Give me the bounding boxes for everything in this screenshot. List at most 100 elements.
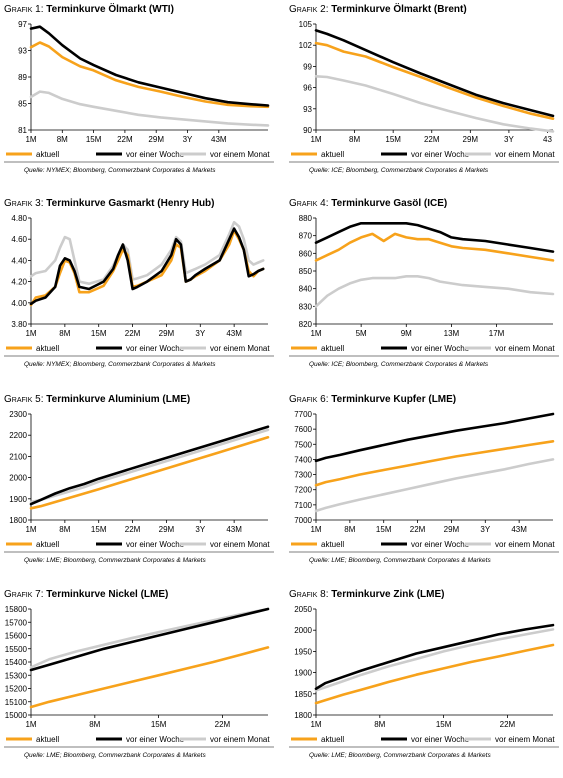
x-tick-label: 43M — [226, 525, 242, 534]
y-tick-label: 7500 — [294, 440, 312, 449]
legend-label-week: vor einer Woche — [126, 344, 185, 353]
y-tick-label: 7700 — [294, 410, 312, 419]
legend-label-month: vor einem Monat — [210, 735, 270, 744]
chart-title: Grafik 5: Terminkurve Aluminium (LME) — [4, 394, 190, 405]
series-line-month — [314, 458, 555, 513]
legend-label-month: vor einem Monat — [210, 540, 270, 549]
series-line-current — [314, 41, 555, 120]
x-tick-label: 1M — [25, 525, 36, 534]
x-tick-label: 22M — [410, 525, 426, 534]
x-tick-label: 15M — [91, 525, 107, 534]
x-tick-label: 15M — [151, 720, 167, 729]
y-tick-label: 15200 — [5, 685, 28, 694]
legend-label-week: vor einer Woche — [411, 540, 470, 549]
x-tick-label: 3Y — [504, 135, 514, 144]
x-tick-label: 8M — [344, 525, 355, 534]
series-line-month — [314, 75, 555, 133]
x-tick-label: 3Y — [480, 525, 490, 534]
y-tick-label: 4.40 — [11, 256, 27, 265]
series-line-week — [314, 29, 555, 118]
series-line-week — [29, 227, 265, 306]
x-tick-label: 43 — [543, 135, 552, 144]
legend-label-current: aktuell — [321, 344, 344, 353]
x-tick-label: 13M — [444, 329, 460, 338]
chart-title-text: Terminkurve Nickel (LME) — [46, 589, 169, 600]
series-line-week — [314, 412, 555, 463]
chart-panel-kupfer: Grafik 6: Terminkurve Kupfer (LME) 7000 71… — [289, 394, 559, 583]
legend-label-current: aktuell — [36, 540, 59, 549]
y-tick-label: 2050 — [294, 605, 312, 614]
legend-label-month: vor einem Monat — [495, 735, 555, 744]
chart-title-text: Terminkurve Ölmarkt (Brent) — [331, 4, 467, 15]
legend-label-week: vor einer Woche — [126, 540, 185, 549]
chart-title-text: Terminkurve Ölmarkt (WTI) — [46, 4, 174, 15]
y-tick-label: 99 — [303, 62, 312, 71]
source-note: Quelle: LME; Bloomberg, Commerzbank Corp… — [24, 557, 206, 564]
x-tick-label: 15M — [86, 135, 102, 144]
chart-svg: 1800 1900 2000 2100 2200 2300 1M 8M 15M 22M 29M 3Y 4… — [4, 410, 274, 553]
series-line-month — [29, 90, 270, 127]
series-line-month — [29, 607, 270, 669]
series-line-week — [29, 425, 270, 506]
y-tick-label: 1900 — [294, 669, 312, 678]
y-tick-label: 2000 — [294, 626, 312, 635]
x-tick-label: 3Y — [183, 135, 193, 144]
y-tick-label: 15300 — [5, 671, 28, 680]
x-tick-label: 43M — [226, 329, 242, 338]
chart-panel-nickel: Grafik 7: Terminkurve Nickel (LME) 15000 1… — [4, 589, 274, 778]
series-line-month — [29, 428, 270, 504]
chart-title-text: Terminkurve Zink (LME) — [331, 589, 445, 600]
chart-panel-aluminium: Grafik 5: Terminkurve Aluminium (LME) 180… — [4, 394, 274, 583]
series-line-week — [314, 623, 555, 690]
series-line-month — [314, 628, 555, 692]
x-tick-label: 8M — [89, 720, 100, 729]
legend-label-week: vor einer Woche — [411, 344, 470, 353]
y-tick-label: 820 — [299, 320, 313, 329]
y-tick-label: 2300 — [9, 410, 27, 419]
x-tick-label: 29M — [148, 135, 164, 144]
x-tick-label: 1M — [310, 525, 321, 534]
chart-svg: 90 93 96 99 102 105 1M 8M 15M 22M 29M 3Y 43 aktuell vo… — [289, 20, 559, 163]
series-line-current — [29, 435, 270, 510]
x-tick-label: 43M — [511, 525, 527, 534]
y-tick-label: 7600 — [294, 425, 312, 434]
chart-title-text: Terminkurve Kupfer (LME) — [331, 394, 457, 405]
chart-panel-wti: Grafik 1: Terminkurve Ölmarkt (WTI) 81 85 8… — [4, 4, 274, 193]
x-tick-label: 15M — [376, 525, 392, 534]
source-note: Quelle: ICE; Bloomberg, Commerzbank Corp… — [309, 361, 489, 368]
x-tick-label: 8M — [349, 135, 360, 144]
y-tick-label: 7200 — [294, 486, 312, 495]
legend-label-current: aktuell — [321, 540, 344, 549]
y-tick-label: 1950 — [294, 647, 312, 656]
y-tick-label: 96 — [303, 84, 312, 93]
y-tick-label: 4.60 — [11, 235, 27, 244]
legend-label-current: aktuell — [36, 735, 59, 744]
y-tick-label: 93 — [303, 105, 312, 114]
chart-title-text: Terminkurve Aluminium (LME) — [46, 394, 191, 405]
y-tick-label: 4.20 — [11, 278, 27, 287]
legend-label-current: aktuell — [36, 150, 59, 159]
legend-label-month: vor einem Monat — [495, 540, 555, 549]
x-tick-label: 22M — [500, 720, 516, 729]
x-tick-label: 9M — [401, 329, 412, 338]
series-line-month — [29, 220, 265, 285]
legend-label-month: vor einem Monat — [495, 344, 555, 353]
chart-title: Grafik 8: Terminkurve Zink (LME) — [289, 589, 444, 600]
chart-svg: 7000 7100 7200 7300 7400 7500 7600 7700 1M 8M 15M 2… — [289, 410, 559, 553]
y-tick-label: 3.80 — [11, 320, 27, 329]
chart-svg: 81 85 89 93 97 1M 8M 15M 22M 29M 3Y 43M aktuell vor e… — [4, 20, 274, 163]
y-tick-label: 2200 — [9, 431, 27, 440]
chart-number: Grafik 5: — [4, 394, 47, 405]
chart-panel-gasoil: Grafik 4: Terminkurve Gasöl (ICE) 820 830 8… — [289, 198, 559, 387]
chart-title: Grafik 6: Terminkurve Kupfer (LME) — [289, 394, 456, 405]
series-line-current — [29, 646, 270, 709]
chart-svg: 820 830 840 850 860 870 880 1M 5M 9M 13M 17M aktuell… — [289, 214, 559, 357]
chart-panel-zink: Grafik 8: Terminkurve Zink (LME) 1800 1850… — [289, 589, 559, 778]
legend-label-month: vor einem Monat — [210, 150, 270, 159]
x-tick-label: 1M — [25, 135, 36, 144]
chart-number: Grafik 6: — [289, 394, 332, 405]
x-tick-label: 3Y — [195, 525, 205, 534]
legend-label-current: aktuell — [321, 150, 344, 159]
x-tick-label: 22M — [424, 135, 440, 144]
y-tick-label: 840 — [299, 285, 313, 294]
